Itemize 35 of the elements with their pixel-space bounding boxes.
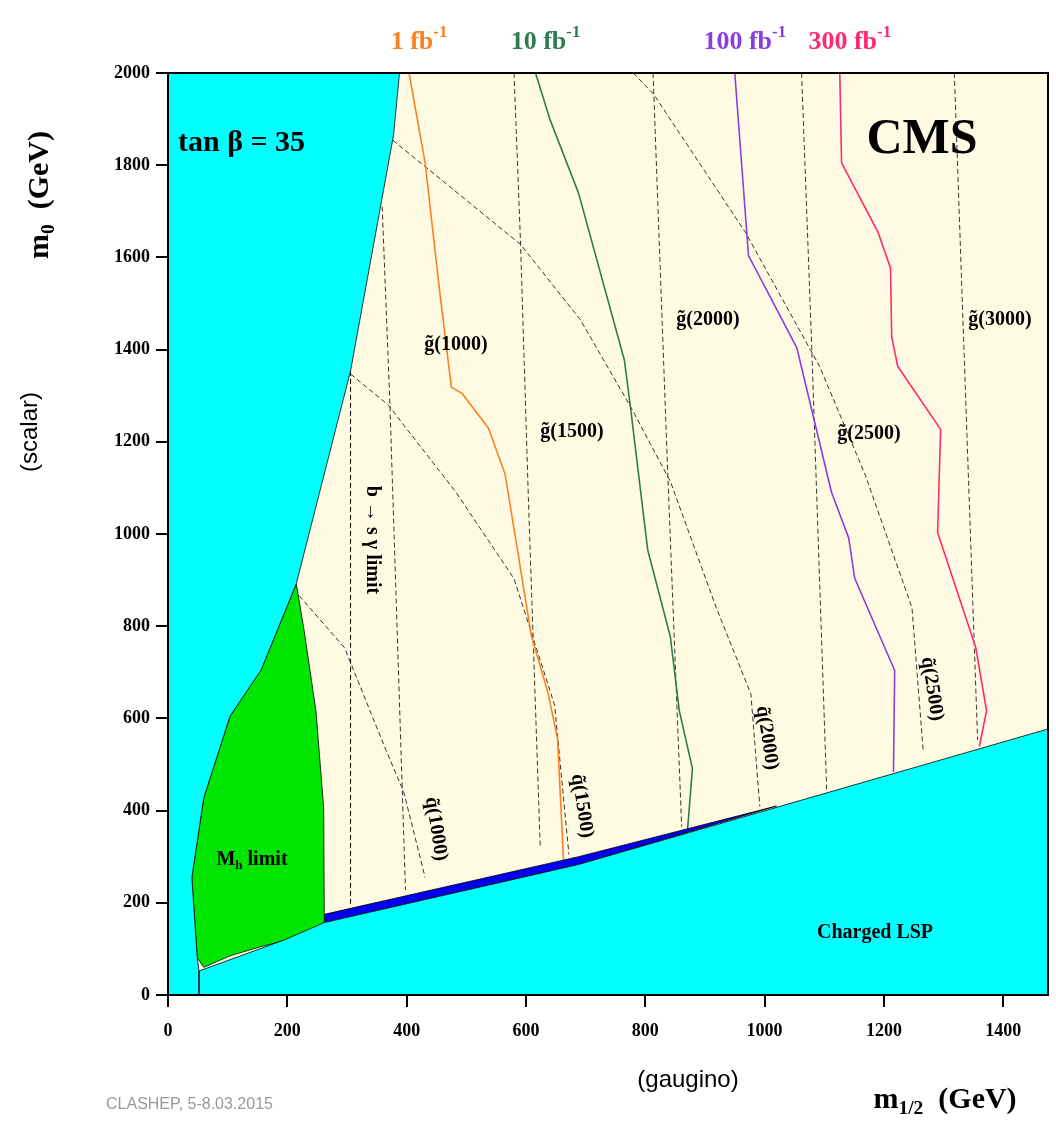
text: (scalar) (14, 391, 42, 472)
annotation: g̃(2500) (837, 421, 901, 445)
annotation: b → s γ limit (361, 485, 385, 595)
annotation: q̃(2500) (916, 655, 950, 723)
x-tick-label: 1000 (746, 1020, 783, 1041)
annotation: q̃(1000) (420, 795, 454, 863)
y-tick-label: 1800 (114, 153, 150, 174)
y-tick-label: 1600 (114, 246, 150, 267)
y-tick-label: 1000 (114, 522, 150, 543)
text: (gaugino) (637, 1064, 739, 1092)
annotation: g̃(2000) (676, 307, 740, 331)
y-tick-label: 200 (123, 891, 150, 912)
x-tick-label: 1400 (985, 1020, 1022, 1041)
annotation: tan β = 35 (178, 123, 306, 157)
x-tick-label: 400 (393, 1020, 421, 1041)
annotation: q̃(2000) (751, 704, 785, 772)
annotation: g̃(3000) (968, 307, 1032, 331)
x-tick-label: 0 (163, 1020, 173, 1041)
annotation: CMS (866, 107, 978, 164)
annotation: q̃(1500) (566, 772, 600, 840)
y-axis-title: m0 (GeV) (20, 130, 59, 260)
annotation: g̃(1500) (540, 419, 604, 443)
y-tick-label: 1400 (114, 338, 150, 359)
y-tick-label: 2000 (114, 61, 150, 82)
y-tick-label: 400 (123, 799, 150, 820)
y-tick-label: 0 (141, 983, 150, 1004)
y-tick-label: 1200 (114, 430, 150, 451)
text: CLASHEP, 5-8.03.2015 (106, 1095, 274, 1113)
y-tick-label: 800 (123, 614, 150, 635)
x-tick-label: 800 (631, 1020, 659, 1041)
x-tick-label: 600 (512, 1020, 540, 1041)
y-tick-label: 600 (123, 707, 150, 728)
annotation: Charged LSP (816, 920, 934, 944)
x-tick-label: 200 (273, 1020, 301, 1041)
x-tick-label: 1200 (865, 1020, 902, 1041)
